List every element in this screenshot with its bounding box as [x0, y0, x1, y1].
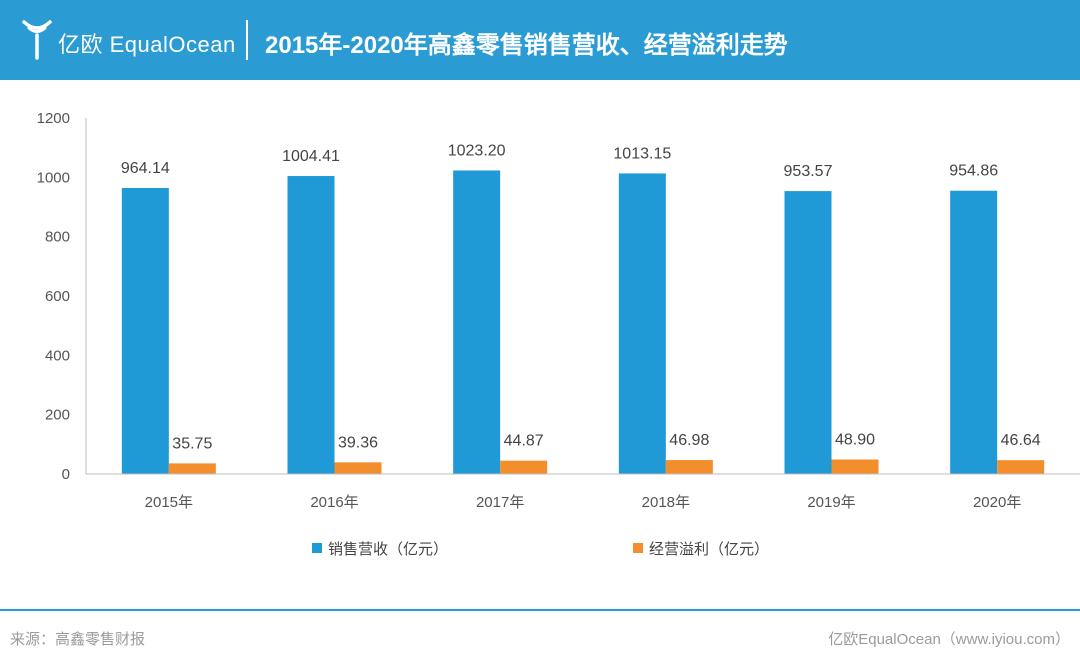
logo-text: 亿欧 EqualOcean: [58, 32, 236, 57]
x-tick-label: 2015年: [145, 494, 193, 511]
revenue-data-label: 1013.15: [613, 145, 671, 162]
revenue-data-label: 954.86: [949, 163, 998, 180]
y-axis: 0 200 400 600 800 1000 1200: [37, 110, 87, 483]
revenue-data-label: 1004.41: [282, 148, 340, 165]
legend-swatch-revenue: [312, 543, 322, 553]
x-tick-label: 2018年: [642, 494, 690, 511]
source-note: 来源：高鑫零售财报: [10, 631, 146, 648]
legend-label-revenue: 销售营收（亿元）: [328, 541, 448, 558]
y-tick-label: 600: [45, 288, 70, 305]
y-tick-label: 400: [45, 347, 70, 364]
profit-data-label: 48.90: [835, 431, 875, 448]
x-axis: 2015年 2016年 2017年 2018年 2019年 2020年: [86, 473, 1080, 511]
y-tick-label: 0: [62, 466, 70, 483]
bar-chart: 0 200 400 600 800 1000 1200 964.14 35.75 1004.41…: [37, 110, 1080, 558]
profit-data-label: 46.64: [1001, 432, 1041, 449]
revenue-bar: [453, 170, 501, 474]
footer-divider: [0, 609, 1080, 611]
profit-bar: [997, 460, 1045, 474]
profit-bar: [334, 462, 382, 474]
credit-note: 亿欧EqualOcean（www.iyiou.com）: [828, 631, 1070, 648]
legend-swatch-profit: [633, 543, 643, 553]
revenue-bar: [950, 190, 998, 475]
profit-bar: [500, 460, 548, 474]
equalocean-logo-icon: [22, 20, 52, 60]
revenue-data-label: 1023.20: [448, 142, 506, 159]
revenue-bar: [287, 176, 335, 474]
y-tick-label: 1200: [37, 110, 70, 127]
data-labels-group: 964.14 35.75 1004.41 39.36 1023.20 44.87 1013.…: [121, 142, 1041, 452]
header-divider: [246, 20, 248, 60]
y-tick-label: 1000: [37, 169, 70, 186]
profit-bar: [831, 459, 879, 474]
revenue-data-label: 964.14: [121, 160, 170, 177]
header-banner: 亿欧 EqualOcean 2015年-2020年高鑫零售销售营收、经营溢利走势: [0, 0, 1080, 80]
x-tick-label: 2020年: [973, 494, 1021, 511]
profit-bar: [168, 463, 216, 474]
profit-data-label: 44.87: [504, 433, 544, 450]
page-title: 2015年-2020年高鑫零售销售营收、经营溢利走势: [265, 32, 788, 59]
revenue-bar: [618, 173, 666, 474]
profit-data-label: 39.36: [338, 434, 378, 451]
y-tick-label: 200: [45, 407, 70, 424]
x-tick-label: 2019年: [807, 494, 855, 511]
legend: 销售营收（亿元） 经营溢利（亿元）: [312, 541, 769, 558]
y-tick-label: 800: [45, 229, 70, 246]
profit-data-label: 46.98: [669, 432, 709, 449]
profit-data-label: 35.75: [172, 435, 212, 452]
x-tick-label: 2016年: [310, 494, 358, 511]
revenue-bar: [784, 191, 832, 474]
x-tick-label: 2017年: [476, 494, 524, 511]
profit-bar: [665, 460, 713, 474]
bars-group: [121, 170, 1045, 475]
revenue-bar: [121, 187, 169, 474]
legend-label-profit: 经营溢利（亿元）: [649, 541, 769, 558]
revenue-data-label: 953.57: [784, 163, 833, 180]
